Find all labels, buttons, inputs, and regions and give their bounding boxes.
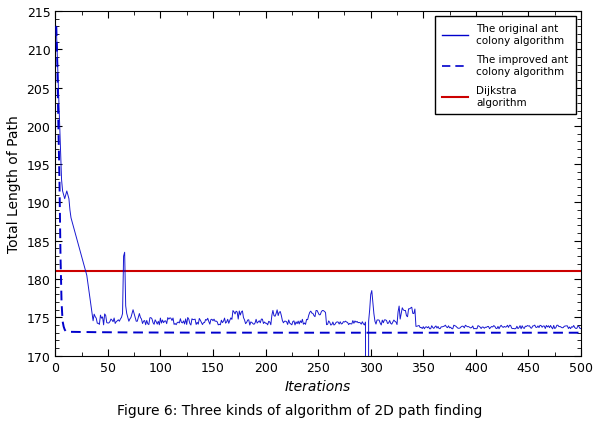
Legend: The original ant
colony algorithm, The improved ant
colony algorithm, Dijkstra
a: The original ant colony algorithm, The i… (434, 17, 576, 115)
X-axis label: Iterations: Iterations (285, 379, 351, 393)
Y-axis label: Total Length of Path: Total Length of Path (7, 115, 21, 253)
Text: Figure 6: Three kinds of algorithm of 2D path finding: Figure 6: Three kinds of algorithm of 2D… (0, 433, 1, 434)
Text: Figure 6: Three kinds of algorithm of 2D path finding: Figure 6: Three kinds of algorithm of 2D… (118, 403, 482, 417)
Text: Figure 6:: Figure 6: (0, 433, 1, 434)
Text: Figure 6:: Figure 6: (0, 433, 1, 434)
